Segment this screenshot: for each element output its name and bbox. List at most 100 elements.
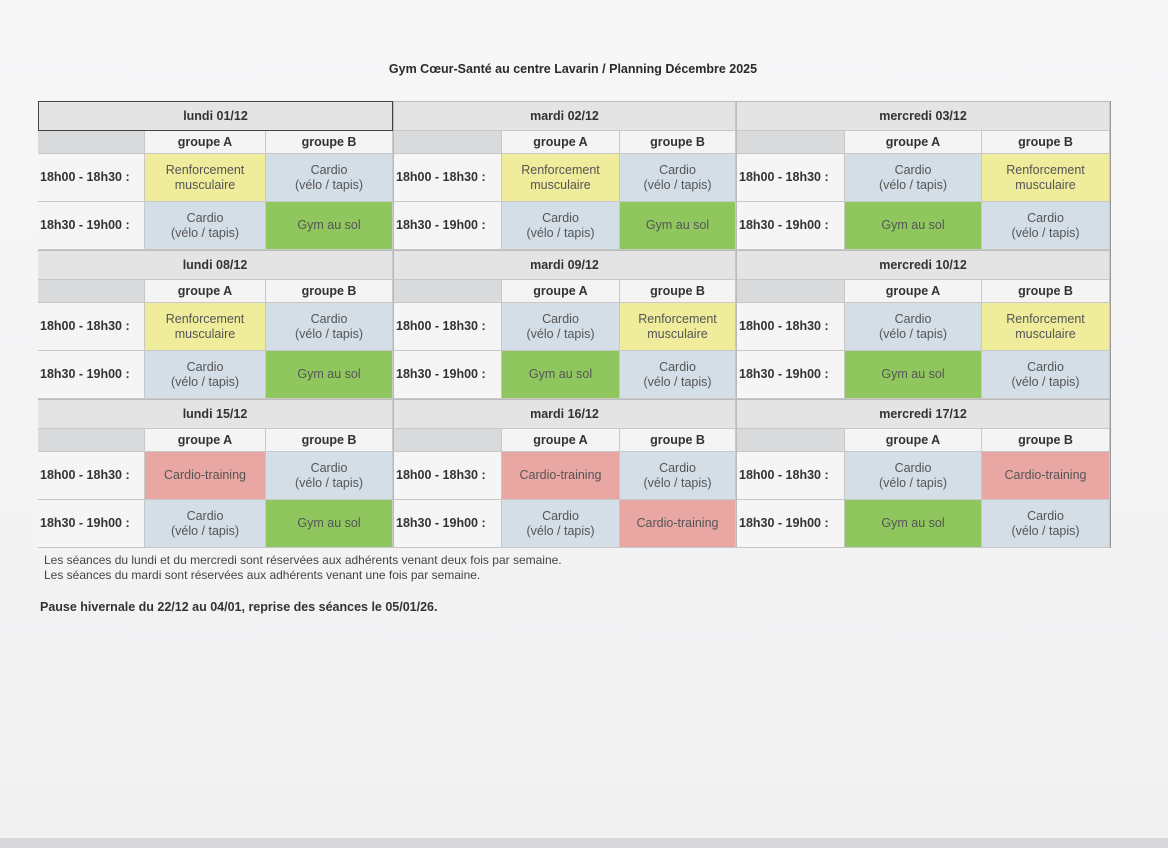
time-slot-label: 18h00 - 18h30 : [38,303,145,351]
session-group-b: Cardio (vélo / tapis) [266,452,393,500]
group-b-header: groupe B [620,131,736,154]
group-header-blank [394,429,502,452]
session-group-a: Gym au sol [502,351,620,399]
session-group-a: Renforcement musculaire [502,154,620,202]
time-slot-label: 18h30 - 19h00 : [737,500,845,548]
session-group-a: Cardio (vélo / tapis) [145,202,266,250]
time-slot-label: 18h30 - 19h00 : [737,351,845,399]
session-group-a: Gym au sol [845,500,982,548]
group-b-header: groupe B [620,280,736,303]
time-slot-label: 18h00 - 18h30 : [737,303,845,351]
time-slot-label: 18h30 - 19h00 : [737,202,845,250]
time-slot-label: 18h00 - 18h30 : [737,452,845,500]
session-group-b: Renforcement musculaire [620,303,736,351]
day-header: mercredi 03/12 [737,101,1110,131]
session-group-b: Cardio-training [620,500,736,548]
time-slot-label: 18h00 - 18h30 : [38,452,145,500]
session-group-b: Renforcement musculaire [982,303,1110,351]
time-slot-label: 18h30 - 19h00 : [38,202,145,250]
group-header-blank [394,280,502,303]
session-group-a: Cardio (vélo / tapis) [145,351,266,399]
group-b-header: groupe B [266,280,393,303]
group-header-blank [737,280,845,303]
session-group-b: Gym au sol [266,202,393,250]
day-header: lundi 08/12 [38,250,393,280]
session-group-b: Cardio (vélo / tapis) [620,452,736,500]
page-title: Gym Cœur-Santé au centre Lavarin / Plann… [388,62,758,76]
notes: Les séances du lundi et du mercredi sont… [44,553,562,583]
group-a-header: groupe A [845,131,982,154]
group-b-header: groupe B [982,280,1110,303]
session-group-b: Cardio-training [982,452,1110,500]
time-slot-label: 18h00 - 18h30 : [394,154,502,202]
group-a-header: groupe A [145,131,266,154]
group-a-header: groupe A [502,131,620,154]
group-a-header: groupe A [502,429,620,452]
session-group-a: Renforcement musculaire [145,154,266,202]
note-line: Les séances du mardi sont réservées aux … [44,568,481,582]
group-b-header: groupe B [982,429,1110,452]
note-line: Les séances du lundi et du mercredi sont… [44,553,562,567]
group-header-blank [38,131,145,154]
session-group-a: Cardio (vélo / tapis) [502,303,620,351]
day-header: mardi 16/12 [394,399,736,429]
group-header-blank [38,280,145,303]
time-slot-label: 18h30 - 19h00 : [394,500,502,548]
winter-break-notice: Pause hivernale du 22/12 au 04/01, repri… [40,600,438,614]
group-b-header: groupe B [266,429,393,452]
session-group-a: Cardio (vélo / tapis) [502,500,620,548]
session-group-b: Gym au sol [266,500,393,548]
group-a-header: groupe A [845,280,982,303]
group-a-header: groupe A [145,429,266,452]
day-header: lundi 01/12 [38,101,393,131]
group-header-blank [737,429,845,452]
day-header: mercredi 17/12 [737,399,1110,429]
group-a-header: groupe A [145,280,266,303]
time-slot-label: 18h30 - 19h00 : [394,351,502,399]
session-group-b: Cardio (vélo / tapis) [620,154,736,202]
day-header: mercredi 10/12 [737,250,1110,280]
session-group-a: Cardio (vélo / tapis) [502,202,620,250]
session-group-b: Cardio (vélo / tapis) [982,202,1110,250]
session-group-b: Cardio (vélo / tapis) [982,351,1110,399]
session-group-b: Cardio (vélo / tapis) [266,154,393,202]
session-group-b: Cardio (vélo / tapis) [266,303,393,351]
day-header: mardi 09/12 [394,250,736,280]
time-slot-label: 18h30 - 19h00 : [38,500,145,548]
session-group-a: Gym au sol [845,351,982,399]
day-header: lundi 15/12 [38,399,393,429]
session-group-a: Cardio-training [502,452,620,500]
session-group-a: Renforcement musculaire [145,303,266,351]
session-group-b: Renforcement musculaire [982,154,1110,202]
session-group-b: Cardio (vélo / tapis) [620,351,736,399]
session-group-b: Gym au sol [620,202,736,250]
group-b-header: groupe B [266,131,393,154]
session-group-b: Gym au sol [266,351,393,399]
time-slot-label: 18h00 - 18h30 : [394,303,502,351]
group-b-header: groupe B [982,131,1110,154]
session-group-a: Cardio (vélo / tapis) [845,154,982,202]
session-group-a: Gym au sol [845,202,982,250]
time-slot-label: 18h00 - 18h30 : [38,154,145,202]
time-slot-label: 18h30 - 19h00 : [394,202,502,250]
group-b-header: groupe B [620,429,736,452]
group-a-header: groupe A [845,429,982,452]
time-slot-label: 18h30 - 19h00 : [38,351,145,399]
group-header-blank [737,131,845,154]
page-edge [0,838,1168,848]
session-group-a: Cardio (vélo / tapis) [845,452,982,500]
group-header-blank [394,131,502,154]
